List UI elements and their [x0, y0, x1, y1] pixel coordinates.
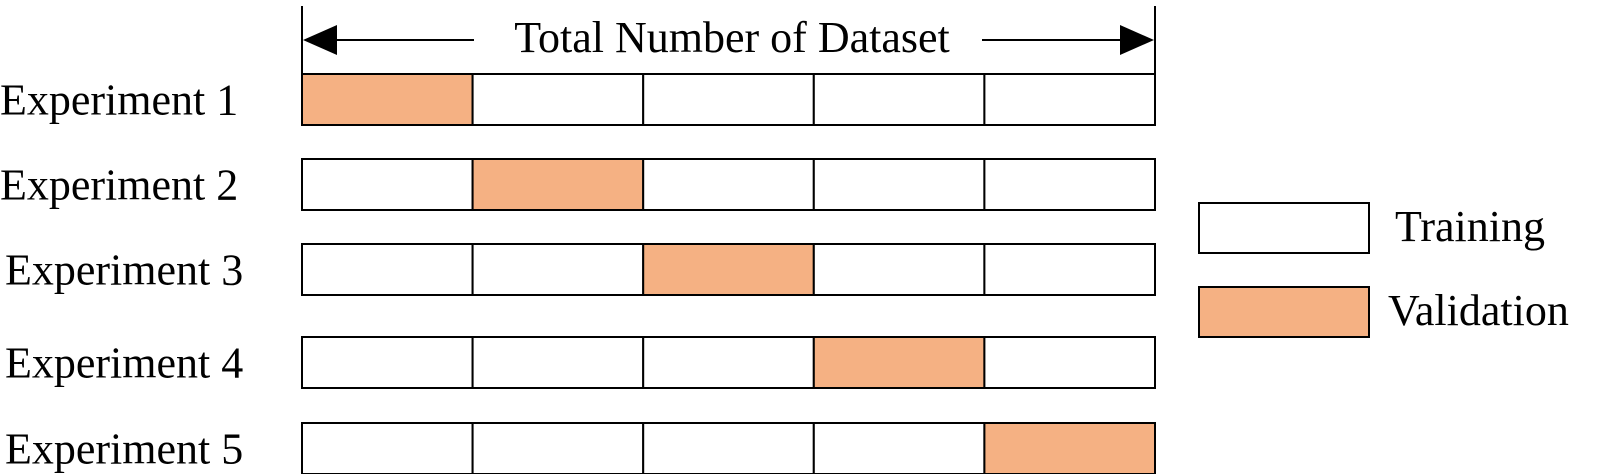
training-fold: [301, 422, 474, 474]
experiment-row: Experiment 3: [5, 243, 1157, 296]
span-label: Total Number of Dataset: [514, 13, 950, 62]
experiment-label: Experiment 5: [5, 425, 243, 474]
training-fold: [301, 336, 474, 389]
experiment-label: Experiment 1: [0, 76, 238, 125]
training-fold: [642, 422, 815, 474]
training-fold: [471, 336, 645, 389]
training-fold: [983, 158, 1157, 211]
validation-fold: [983, 422, 1157, 474]
legend: Training Validation: [1198, 202, 1569, 338]
training-fold: [471, 73, 645, 126]
experiment-rows: Experiment 1 Experiment 2 Experiment 3 Expe…: [0, 73, 1157, 474]
validation-fold: [642, 243, 815, 296]
validation-fold: [812, 336, 986, 389]
experiment-row: Experiment 5: [5, 422, 1157, 474]
dataset-span: Total Number of Dataset: [301, 6, 1156, 74]
training-fold: [983, 243, 1157, 296]
experiment-label: Experiment 3: [5, 246, 243, 295]
training-fold: [301, 158, 474, 211]
training-fold: [642, 336, 815, 389]
validation-fold: [301, 73, 474, 126]
legend-validation-swatch: [1198, 286, 1370, 338]
training-fold: [812, 243, 986, 296]
experiment-row: Experiment 2: [0, 158, 1157, 211]
training-fold: [983, 336, 1157, 389]
legend-training-label: Training: [1395, 202, 1545, 251]
validation-fold: [471, 158, 645, 211]
training-fold: [983, 73, 1157, 126]
experiment-label: Experiment 4: [5, 339, 243, 388]
legend-validation-label: Validation: [1388, 286, 1569, 335]
training-fold: [471, 422, 645, 474]
training-fold: [812, 73, 986, 126]
training-fold: [471, 243, 645, 296]
right-arrowhead-icon: [1120, 25, 1154, 55]
training-fold: [642, 158, 815, 211]
training-fold: [812, 422, 986, 474]
training-fold: [642, 73, 815, 126]
left-arrowhead-icon: [303, 25, 337, 55]
training-fold: [301, 243, 474, 296]
legend-training-swatch: [1198, 202, 1370, 254]
experiment-label: Experiment 2: [0, 161, 238, 210]
experiment-row: Experiment 1: [0, 73, 1157, 126]
experiment-row: Experiment 4: [5, 336, 1157, 389]
training-fold: [812, 158, 986, 211]
